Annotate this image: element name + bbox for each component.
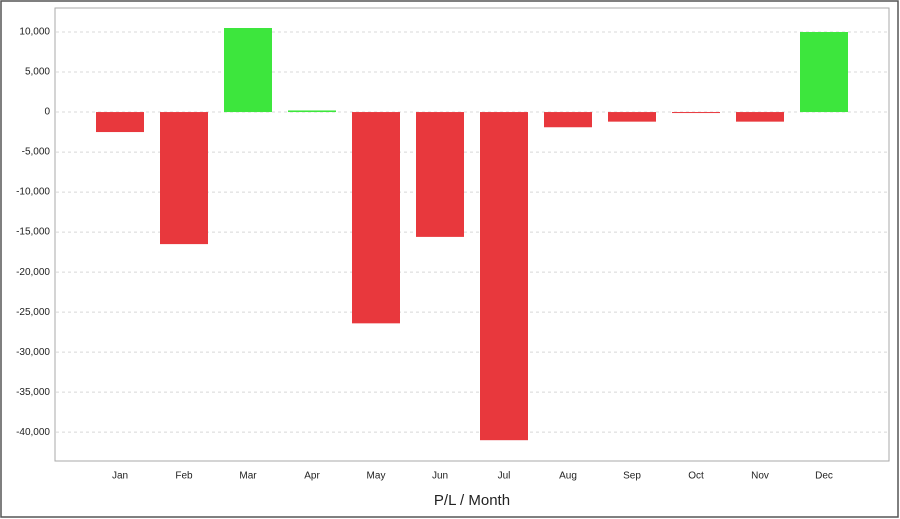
x-tick-label: Sep: [623, 471, 641, 482]
bar: [160, 112, 208, 245]
bar: [352, 112, 400, 324]
y-tick-label: -25,000: [16, 307, 50, 318]
plot-frame: [54, 7, 890, 462]
bar: [800, 32, 848, 113]
x-tick-label: Oct: [688, 471, 704, 482]
bar: [224, 28, 272, 113]
y-tick-label: -40,000: [16, 427, 50, 438]
x-axis-title: P/L / Month: [434, 492, 510, 509]
bar: [96, 112, 144, 133]
bar: [288, 110, 336, 113]
bar: [736, 112, 784, 122]
x-tick-label: Jun: [432, 471, 448, 482]
x-tick-label: Mar: [239, 471, 257, 482]
y-tick-label: 10,000: [19, 27, 50, 38]
y-tick-label: -10,000: [16, 187, 50, 198]
y-tick-label: -35,000: [16, 387, 50, 398]
bar: [672, 112, 720, 114]
bar: [544, 112, 592, 128]
x-tick-label: Apr: [304, 471, 320, 482]
y-tick-label: -30,000: [16, 347, 50, 358]
x-tick-label: Dec: [815, 471, 833, 482]
bar: [416, 112, 464, 237]
y-tick-label: 0: [44, 107, 50, 118]
y-tick-label: 5,000: [25, 67, 50, 78]
x-tick-label: Feb: [175, 471, 193, 482]
y-tick-label: -5,000: [22, 147, 51, 158]
y-tick-label: -20,000: [16, 267, 50, 278]
bar: [480, 112, 528, 441]
x-tick-label: Nov: [751, 471, 769, 482]
x-tick-label: Jan: [112, 471, 128, 482]
bar: [608, 112, 656, 122]
x-tick-label: Jul: [498, 471, 511, 482]
x-tick-label: Aug: [559, 471, 577, 482]
y-tick-label: -15,000: [16, 227, 50, 238]
x-tick-label: May: [367, 471, 386, 482]
